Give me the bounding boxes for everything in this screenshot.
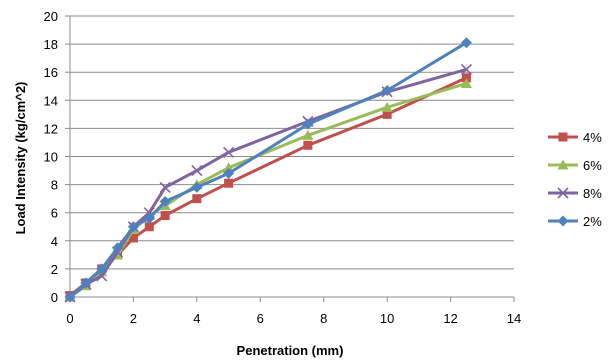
y-tick-label: 4: [51, 234, 58, 249]
y-tick-labels: 0 2 4 6 8 10 12 14 16 18 20: [44, 9, 58, 305]
x-tick-label: 12: [443, 311, 457, 326]
legend-marker: [557, 159, 569, 170]
legend-marker: [557, 187, 569, 199]
data-point: [381, 101, 393, 112]
axes: [65, 15, 515, 302]
series-line: [69, 76, 468, 297]
legend-item: 8%: [548, 186, 602, 201]
x-axis-title: Penetration (mm): [237, 343, 344, 358]
y-tick-label: 0: [51, 290, 58, 305]
data-point: [192, 194, 202, 204]
x-tick-label: 2: [130, 311, 137, 326]
series-line: [69, 81, 467, 299]
y-tick-label: 14: [44, 93, 58, 108]
data-point: [128, 233, 138, 243]
series-6pct: [64, 77, 472, 302]
data-point: [96, 263, 108, 275]
x-tick-label: 0: [66, 311, 73, 326]
data-point: [224, 178, 234, 188]
data-point: [460, 63, 472, 75]
data-point: [302, 118, 314, 130]
legend: 4% 6% 8% 2%: [548, 130, 602, 229]
data-point: [191, 164, 203, 177]
series-group: [64, 37, 472, 303]
data-point: [303, 140, 313, 150]
x-tick-labels: 0 2 4 6 8 10 12 14: [66, 311, 521, 326]
y-tick-label: 2: [51, 262, 58, 277]
series-line: [69, 67, 467, 299]
data-point: [80, 277, 92, 289]
x-tick-label: 8: [320, 311, 327, 326]
series-line: [69, 41, 468, 299]
data-point: [159, 195, 171, 207]
y-tick-label: 12: [44, 121, 58, 136]
data-point: [160, 211, 170, 221]
data-point: [382, 109, 392, 119]
series-4pct: [65, 73, 471, 301]
legend-label: 8%: [583, 186, 602, 201]
legend-item: 2%: [548, 214, 602, 229]
x-tick-label: 14: [507, 311, 521, 326]
legend-item: 6%: [548, 158, 602, 173]
legend-label: 4%: [583, 130, 602, 145]
data-point: [223, 146, 235, 158]
legend-item: 4%: [548, 130, 602, 145]
x-tick-label: 4: [193, 311, 200, 326]
y-tick-label: 8: [51, 178, 58, 193]
y-tick-label: 10: [44, 150, 58, 165]
y-tick-label: 20: [44, 9, 58, 24]
series-2pct: [64, 37, 472, 303]
data-point: [144, 222, 154, 232]
y-tick-label: 18: [44, 37, 58, 52]
data-point: [223, 167, 235, 179]
data-point: [223, 162, 235, 173]
y-tick-label: 16: [44, 65, 58, 80]
y-tick-label: 6: [51, 206, 58, 221]
x-tick-label: 6: [257, 311, 264, 326]
data-point: [460, 77, 472, 88]
data-point: [143, 212, 155, 224]
legend-marker: [557, 215, 569, 227]
data-point: [127, 221, 139, 233]
data-point: [191, 181, 203, 193]
x-tick-label: 10: [380, 311, 394, 326]
data-point: [112, 242, 124, 254]
y-axis-title: Load Intensity (kg/cm^2): [13, 82, 28, 235]
data-point: [159, 181, 171, 193]
data-point: [302, 129, 314, 140]
legend-marker: [558, 132, 568, 142]
legend-label: 2%: [583, 214, 602, 229]
data-point: [460, 37, 472, 49]
data-point: [381, 84, 393, 96]
data-point: [64, 291, 76, 303]
data-point: [461, 73, 471, 83]
legend-label: 6%: [583, 158, 602, 173]
